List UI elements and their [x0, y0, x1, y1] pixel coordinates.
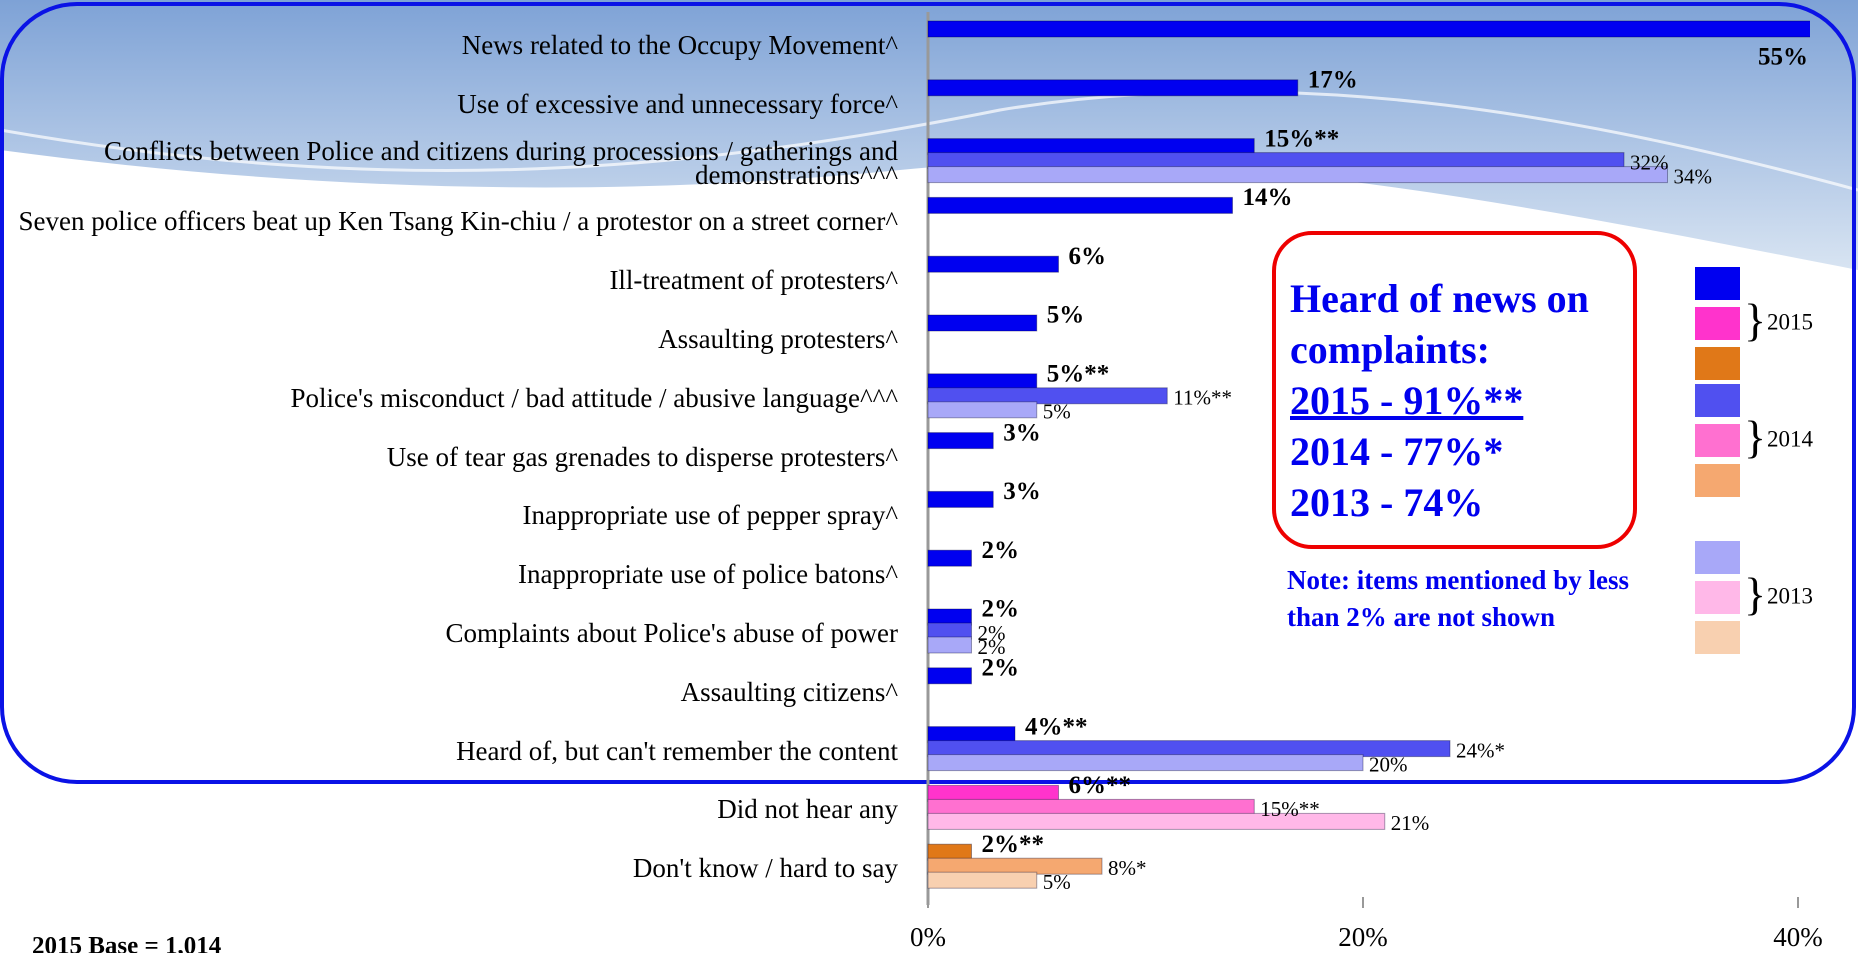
- bar: [927, 549, 972, 567]
- data-label: 24%*: [1456, 738, 1505, 762]
- data-label: 55%: [1758, 44, 1808, 71]
- data-label: 34%: [1674, 164, 1713, 188]
- legend-label: 2014: [1767, 426, 1814, 451]
- note: Note: items mentioned by less than 2% ar…: [1287, 565, 1629, 632]
- category-label: Did not hear any: [717, 794, 898, 825]
- data-label: 17%: [1308, 67, 1358, 94]
- legend-swatch: [1695, 424, 1740, 457]
- data-label: 20%: [1369, 752, 1408, 776]
- bar: [927, 387, 1168, 405]
- data-label: 21%: [1391, 811, 1430, 835]
- legend-brace: }: [1744, 569, 1766, 620]
- data-label: 2%: [978, 621, 1006, 645]
- legend-brace: }: [1744, 412, 1766, 463]
- annotation-line: Heard of news on complaints:: [1290, 276, 1589, 372]
- bar: [927, 314, 1038, 332]
- data-label: 14%: [1243, 184, 1293, 211]
- category-label: Police's misconduct / bad attitude / abu…: [290, 382, 899, 413]
- data-label: 5%: [1043, 870, 1071, 894]
- category-label: Seven police officers beat up Ken Tsang …: [18, 206, 899, 237]
- background-wave: [0, 90, 1858, 192]
- category-label: Assaulting citizens^: [680, 676, 898, 707]
- data-label: 2%: [982, 537, 1020, 564]
- data-label: 3%: [1003, 419, 1041, 446]
- bar: [927, 166, 1668, 184]
- legend-swatch: [1695, 581, 1740, 614]
- data-label: 3%: [1003, 478, 1041, 505]
- bar: [927, 432, 994, 450]
- data-label: 2%: [982, 655, 1020, 682]
- legend-swatch: [1695, 464, 1740, 497]
- bar: [927, 812, 1386, 830]
- legend-swatch: [1695, 541, 1740, 574]
- bar: [927, 79, 1299, 97]
- bar: [927, 871, 1038, 889]
- annotation-line: 2015 - 91%**: [1290, 375, 1623, 426]
- data-label: 2%: [978, 635, 1006, 659]
- bar: [927, 20, 1810, 38]
- bars: [927, 20, 1810, 889]
- bar: [927, 255, 1059, 273]
- category-label: Conflicts between Police and citizens du…: [103, 135, 898, 190]
- x-tick-label: 0%: [910, 922, 946, 952]
- category-label: Use of excessive and unnecessary force^: [457, 88, 898, 119]
- legend-brace: }: [1744, 295, 1766, 346]
- data-label: 6%: [1069, 243, 1107, 270]
- data-label: 6%**: [1069, 772, 1132, 799]
- x-tick-label: 40%: [1773, 922, 1823, 952]
- legend-swatch: [1695, 347, 1740, 380]
- category-label: Use of tear gas grenades to disperse pro…: [386, 441, 898, 472]
- bar: [927, 401, 1038, 419]
- data-label: 5%: [1047, 302, 1085, 329]
- data-label: 32%: [1630, 150, 1669, 174]
- data-label: 15%**: [1264, 125, 1339, 152]
- category-label: Heard of, but can't remember the content: [456, 735, 898, 766]
- data-label: 5%**: [1047, 361, 1110, 388]
- data-label: 4%**: [1025, 713, 1088, 740]
- legend-swatch: [1695, 621, 1740, 654]
- bar: [927, 636, 972, 654]
- data-label: 11%**: [1173, 386, 1232, 410]
- data-label: 5%: [1043, 400, 1071, 424]
- annotation-text: 2015 - 91%**: [1290, 378, 1524, 423]
- data-label: 8%*: [1108, 856, 1147, 880]
- legend-swatch: [1695, 384, 1740, 417]
- category-label: Don't know / hard to say: [632, 853, 898, 884]
- x-tick-label: 20%: [1338, 922, 1388, 952]
- data-label: 15%**: [1260, 797, 1320, 821]
- category-label: Ill-treatment of protesters^: [609, 265, 898, 296]
- data-label: 2%**: [982, 831, 1045, 858]
- legend-label: 2013: [1767, 583, 1813, 608]
- footnote: 2015 Base = 1,014: [32, 933, 222, 953]
- bar: [927, 667, 972, 685]
- category-label: Inappropriate use of pepper spray^: [522, 500, 898, 531]
- bar: [927, 490, 994, 508]
- legend-swatch: [1695, 267, 1740, 300]
- legend-swatch: [1695, 307, 1740, 340]
- category-label: Complaints about Police's abuse of power: [445, 618, 898, 648]
- category-label: Inappropriate use of police batons^: [517, 559, 898, 590]
- category-label: News related to the Occupy Movement^: [461, 30, 898, 60]
- data-label: 2%: [982, 596, 1020, 623]
- bar: [927, 754, 1364, 772]
- bar: [927, 196, 1233, 214]
- legend-label: 2015: [1767, 309, 1813, 334]
- annotation-box: Heard of news on complaints: 2015 - 91%*…: [1272, 231, 1637, 549]
- category-label: Assaulting protesters^: [658, 324, 898, 354]
- annotation-line: 2013 - 74%: [1290, 480, 1484, 525]
- annotation-line: 2014 - 77%*: [1290, 429, 1504, 474]
